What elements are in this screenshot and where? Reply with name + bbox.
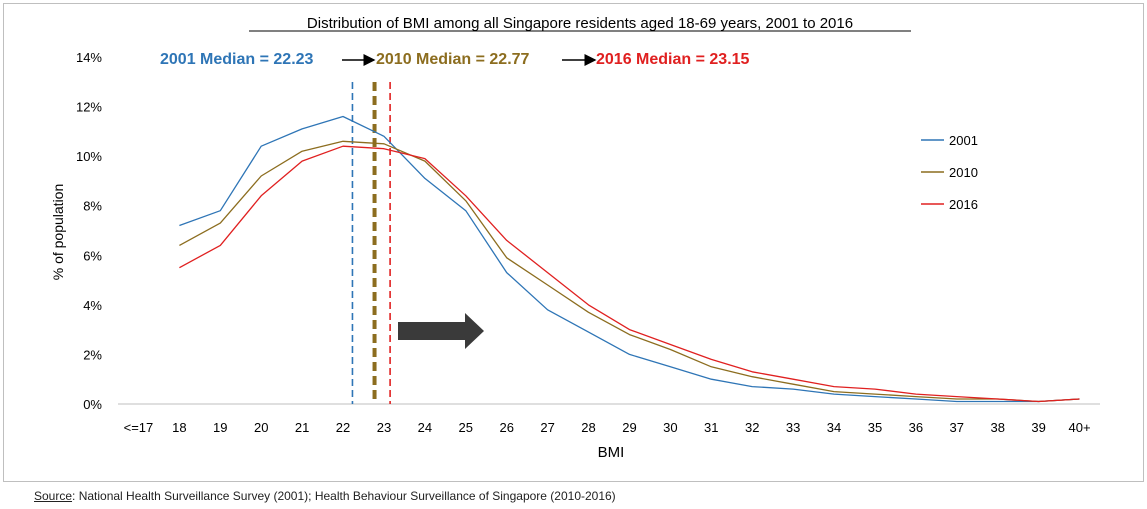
x-tick-label: 33	[786, 420, 800, 435]
x-tick-label: 23	[377, 420, 391, 435]
y-tick-label: 8%	[83, 199, 102, 214]
series-line-2010	[179, 140, 1080, 403]
x-tick-label: 35	[868, 420, 882, 435]
legend: 2001 2010 2016	[921, 133, 978, 212]
y-tick-label: 6%	[83, 248, 102, 263]
x-tick-label: 36	[909, 420, 923, 435]
x-tick-label: 38	[990, 420, 1004, 435]
x-tick-label: 20	[254, 420, 268, 435]
median-labels: 2001 Median = 22.23 2010 Median = 22.77 …	[160, 51, 750, 68]
x-tick-label: 32	[745, 420, 759, 435]
x-tick-label: 18	[172, 420, 186, 435]
x-tick-label: 25	[459, 420, 473, 435]
x-tick-label: 37	[950, 420, 964, 435]
bmi-distribution-chart: Distribution of BMI among all Singapore …	[50, 15, 1100, 461]
x-tick-label: 39	[1031, 420, 1045, 435]
source-note: Source: National Health Surveillance Sur…	[34, 489, 616, 503]
median-lines	[351, 82, 391, 404]
x-tick-label: 21	[295, 420, 309, 435]
y-axis-label: % of population	[50, 184, 66, 281]
y-tick-label: 2%	[83, 347, 102, 362]
x-tick-label: 28	[581, 420, 595, 435]
source-label: Source	[34, 489, 73, 503]
right-arrow-icon	[398, 313, 484, 349]
legend-label-2016: 2016	[949, 197, 978, 212]
x-tick-label: 19	[213, 420, 227, 435]
legend-label-2010: 2010	[949, 165, 978, 180]
median-label-2016: 2016 Median = 23.15	[596, 51, 750, 68]
y-axis-ticks: 0% 2% 4% 6% 8% 10% 12% 14%	[76, 50, 102, 412]
x-tick-label: 27	[540, 420, 554, 435]
x-tick-label: 40+	[1069, 420, 1091, 435]
x-tick-label: 24	[418, 420, 432, 435]
x-axis-label: BMI	[598, 444, 625, 461]
x-tick-label: 30	[663, 420, 677, 435]
chart-frame	[3, 3, 1144, 482]
shift-arrow	[398, 313, 484, 349]
source-text: : National Health Surveillance Survey (2…	[72, 489, 616, 503]
x-tick-label: 22	[336, 420, 350, 435]
y-tick-label: 14%	[76, 50, 102, 65]
series-line-2001	[179, 115, 1080, 403]
y-tick-label: 10%	[76, 149, 102, 164]
chart-title: Distribution of BMI among all Singapore …	[307, 15, 853, 32]
x-tick-label: <=17	[124, 420, 154, 435]
x-tick-label: 29	[622, 420, 636, 435]
y-tick-label: 12%	[76, 100, 102, 115]
series-lines	[179, 115, 1080, 403]
legend-label-2001: 2001	[949, 133, 978, 148]
x-axis-ticks: <=17 18 19 20 21 22 23 24 25 26 27 28 29 30 31 32 33 34 35…	[124, 420, 1091, 435]
x-tick-label: 34	[827, 420, 841, 435]
series-line-2016	[179, 145, 1080, 403]
x-tick-label: 31	[704, 420, 718, 435]
median-label-2010: 2010 Median = 22.77	[376, 51, 530, 68]
median-label-2001: 2001 Median = 22.23	[160, 51, 314, 68]
x-tick-label: 26	[499, 420, 513, 435]
y-tick-label: 0%	[83, 397, 102, 412]
y-tick-label: 4%	[83, 298, 102, 313]
